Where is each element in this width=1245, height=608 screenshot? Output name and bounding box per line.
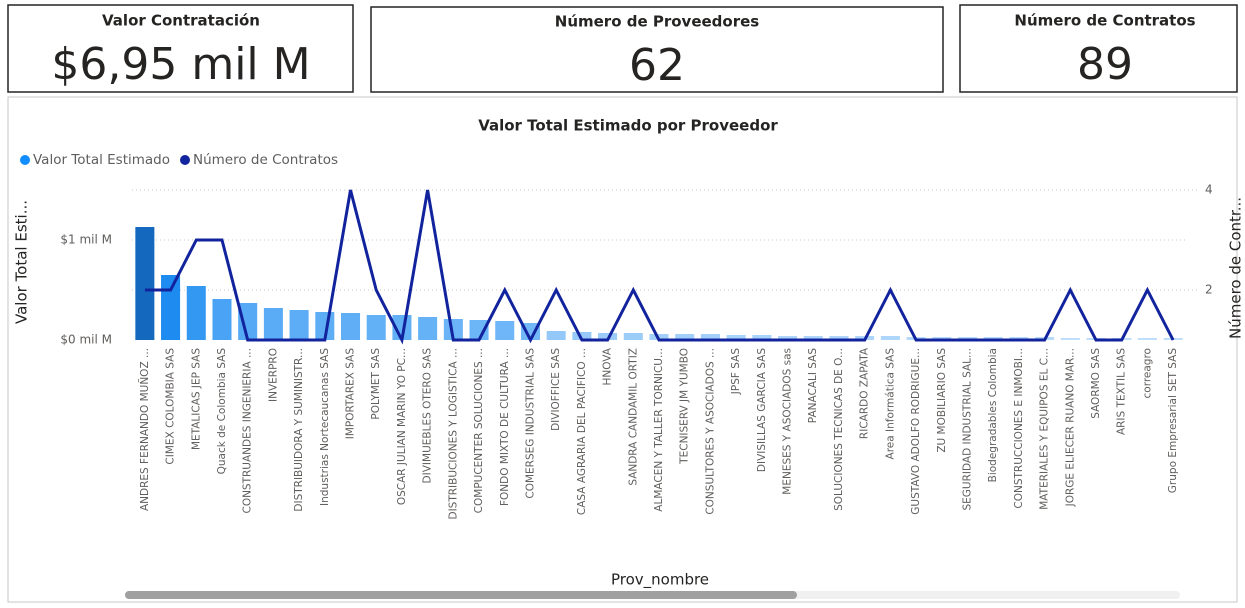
- x-tick-label: DISTRIBUIDORA Y SUMINISTR...: [293, 348, 305, 512]
- chart-frame: [7, 96, 1238, 603]
- y-tick-label: $1 mil M: [60, 233, 112, 247]
- y2-tick-label: 2: [1205, 283, 1213, 297]
- bar: [443, 319, 463, 340]
- bar: [418, 317, 438, 340]
- bar: [572, 332, 592, 340]
- x-tick-label: IMPORTAREX SAS: [345, 348, 357, 440]
- bar: [238, 303, 258, 340]
- x-tick-label: DISTRIBUCIONES Y LOGISTICA ...: [447, 348, 459, 520]
- bar: [495, 321, 515, 340]
- x-tick-label: CONSTRUCCIONES E INMOBI...: [1013, 348, 1025, 509]
- bar: [598, 333, 618, 340]
- x-tick-label: Grupo Empresarial SET SAS: [1167, 348, 1179, 494]
- x-axis-title: Prov_nombre: [611, 571, 709, 590]
- bar: [186, 286, 206, 340]
- card-title: Número de Proveedores: [555, 13, 760, 31]
- legend-marker: [180, 155, 190, 165]
- bar: [1060, 338, 1080, 340]
- x-tick-label: CONSULTORES Y ASOCIADOS ...: [704, 348, 716, 515]
- bar: [161, 275, 181, 340]
- x-tick-label: METALICAS JEP SAS: [190, 348, 202, 450]
- x-tick-label: correagro: [1141, 348, 1153, 399]
- x-tick-label: RICARDO ZAPATA: [859, 347, 871, 439]
- legend-label: Número de Contratos: [193, 152, 338, 168]
- x-tick-label: SOLUCIONES TECNICAS DE O...: [833, 348, 845, 511]
- bar: [469, 320, 489, 340]
- x-tick-label: ZU MOBILIARIO SAS: [936, 348, 948, 453]
- x-tick-label: INVERPRO: [267, 348, 279, 402]
- x-tick-label: ARIS TEXTIL SAS: [1116, 348, 1128, 435]
- bar: [135, 227, 155, 340]
- card: [7, 4, 354, 93]
- x-tick-label: COMPUCENTER SOLUCIONES ...: [473, 348, 485, 513]
- x-tick-label: PANACALI SAS: [807, 348, 819, 424]
- card-value: $6,95 mil M: [51, 39, 310, 90]
- x-tick-label: HNOVA: [602, 347, 614, 385]
- legend-label: Valor Total Estimado: [33, 152, 170, 168]
- bar: [700, 334, 720, 340]
- bar: [366, 315, 386, 340]
- x-tick-label: FONDO MIXTO DE CULTURA ...: [499, 348, 511, 506]
- bar: [341, 313, 361, 340]
- x-tick-label: MENESES Y ASOCIADOS sas: [782, 348, 794, 495]
- x-tick-label: COMERSEG INDUSTRIAL SAS: [525, 348, 537, 499]
- card-title: Valor Contratación: [102, 12, 260, 30]
- x-tick-label: MATERIALES Y EQUIPOS EL C...: [1039, 348, 1051, 510]
- x-tick-label: DIVIOFFICE SAS: [550, 348, 562, 431]
- card: [959, 4, 1238, 93]
- chart-title: Valor Total Estimado por Proveedor: [478, 117, 778, 135]
- x-tick-label: CASA AGRARIA DEL PACIFICO ...: [576, 348, 588, 515]
- scrollbar-thumb[interactable]: [125, 591, 797, 599]
- x-tick-label: TECNISERV JM YUMBO: [679, 348, 691, 465]
- y2-tick-label: 4: [1205, 183, 1213, 197]
- x-tick-label: OSCAR JULIAN MARIN YO PC...: [396, 348, 408, 505]
- x-tick-label: JORGE ELIECER RUANO MAR...: [1064, 348, 1076, 507]
- x-tick-label: Biodegradables Colombia: [987, 348, 999, 482]
- x-tick-label: JPSF SAS: [730, 348, 742, 396]
- x-tick-label: ALMACEN Y TALLER TORNICU...: [653, 348, 665, 512]
- x-tick-label: SANDRA CANDAMIL ORTIZ: [627, 348, 639, 486]
- x-tick-label: SAORMO SAS: [1090, 348, 1102, 419]
- bar: [520, 323, 540, 340]
- bar: [212, 299, 232, 340]
- card-value: 89: [1077, 39, 1133, 90]
- bar: [752, 335, 772, 340]
- x-tick-label: Area Informática SAS: [884, 348, 896, 460]
- bar: [1137, 338, 1157, 340]
- x-tick-label: DIVISILLAS GARCIA SAS: [756, 348, 768, 472]
- x-tick-label: Quack de Colombia SAS: [216, 348, 228, 475]
- y-axis-title: Valor Total Esti...: [13, 200, 31, 324]
- x-tick-label: Industrias Nortecaucanas SAS: [319, 348, 331, 506]
- x-tick-label: POLYMET SAS: [370, 348, 382, 420]
- bar: [829, 336, 849, 340]
- x-tick-label: SEGURIDAD INDUSTRIAL SAL...: [962, 348, 974, 511]
- card-value: 62: [629, 40, 685, 91]
- line: [144, 189, 1175, 345]
- x-tick-label: GUSTAVO ADOLFO RODRIGUE...: [910, 348, 922, 515]
- bar: [289, 310, 309, 340]
- x-tick-label: DIVIMUEBLES OTERO SAS: [422, 348, 434, 484]
- x-tick-label: ANDRES FERNANDO MUÑOZ ...: [138, 348, 151, 511]
- bar: [778, 336, 798, 340]
- bar: [263, 308, 283, 340]
- x-tick-label: CIMEX COLOMBIA SAS: [165, 348, 177, 465]
- x-tick-label: CONSTRUANDES INGENIERIA ...: [242, 348, 254, 514]
- card-title: Número de Contratos: [1014, 12, 1195, 30]
- bar: [546, 331, 566, 340]
- card: [370, 6, 944, 93]
- legend-marker: [20, 155, 30, 165]
- bar: [803, 336, 823, 340]
- bar: [726, 335, 746, 340]
- y2-axis-title: Número de Contr...: [1227, 197, 1245, 339]
- bar: [675, 334, 695, 340]
- bar: [880, 336, 900, 340]
- bar: [623, 333, 643, 340]
- y-tick-label: $0 mil M: [60, 333, 112, 347]
